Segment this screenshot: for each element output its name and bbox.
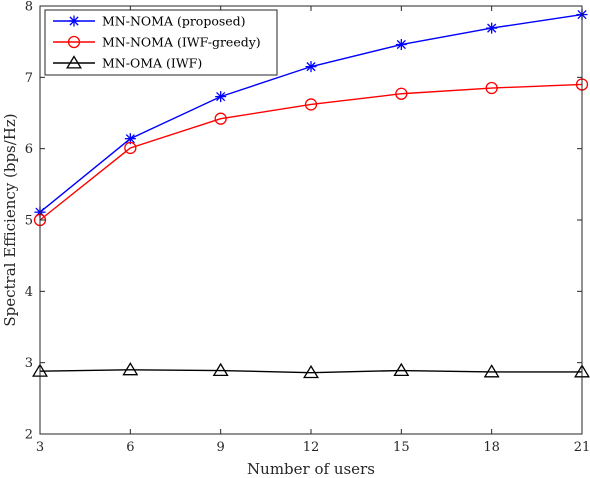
asterisk-marker	[215, 91, 227, 103]
y-tick-label: 7	[25, 71, 33, 86]
series-2	[33, 78, 589, 227]
x-tick-label: 21	[574, 440, 590, 455]
triangle-marker	[66, 55, 82, 69]
asterisk-marker	[486, 22, 498, 34]
series-1	[34, 9, 588, 218]
legend: MN-NOMA (proposed) MN-NOMA (IWF-greedy) MN…	[44, 9, 278, 76]
triangle-marker	[303, 364, 319, 379]
legend-item: MN-OMA (IWF)	[53, 55, 202, 71]
y-tick-label: 6	[25, 142, 33, 157]
legend-item: MN-NOMA (proposed)	[53, 14, 246, 29]
asterisk-marker	[305, 61, 317, 73]
legend-item: MN-NOMA (IWF-greedy)	[53, 35, 261, 50]
triangle-marker	[393, 362, 410, 377]
circle-marker	[304, 98, 318, 111]
legend-label: MN-NOMA (IWF-greedy)	[102, 35, 261, 50]
circle-marker	[67, 35, 81, 49]
y-tick-label: 3	[25, 356, 33, 371]
series-3	[32, 362, 590, 379]
series-line	[39, 83, 583, 221]
x-tick-label: 15	[393, 440, 410, 455]
asterisk-marker	[395, 39, 407, 51]
triangle-marker	[483, 364, 500, 378]
y-tick-label: 5	[25, 214, 33, 229]
series-layer	[32, 9, 590, 379]
y-tick-label: 2	[25, 428, 33, 443]
x-axis-label: Number of users	[247, 460, 375, 478]
asterisk-marker	[68, 15, 80, 27]
legend-label: MN-OMA (IWF)	[102, 56, 202, 71]
y-tick-label: 4	[25, 285, 33, 300]
triangle-marker	[122, 362, 139, 376]
circle-marker	[395, 87, 408, 100]
triangle-marker	[212, 362, 229, 377]
series-line	[39, 369, 582, 374]
axes-box	[39, 5, 583, 435]
circle-marker	[214, 112, 227, 125]
x-tick-label: 12	[303, 440, 320, 455]
y-tick-label: 8	[25, 0, 33, 15]
x-tick-label: 6	[126, 440, 134, 455]
circle-marker	[124, 141, 137, 155]
legend-label: MN-NOMA (proposed)	[102, 14, 246, 29]
circle-marker	[485, 81, 498, 95]
y-axis-label: Spectral Efficiency (bps/Hz)	[1, 113, 19, 326]
x-tick-label: 9	[217, 440, 225, 455]
x-tick-label: 3	[36, 440, 44, 455]
x-tick-label: 18	[483, 440, 500, 455]
